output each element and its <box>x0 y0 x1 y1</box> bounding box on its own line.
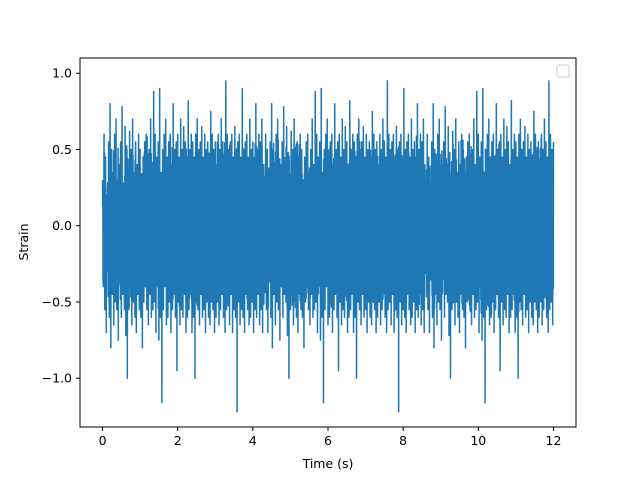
x-tick-label: 4 <box>249 433 257 448</box>
y-axis-ticks: −1.0 −0.5 0.0 0.5 1.0 <box>42 66 80 386</box>
y-tick-label: −0.5 <box>42 294 72 309</box>
x-tick-label: 10 <box>470 433 486 448</box>
x-tick-label: 6 <box>324 433 332 448</box>
y-tick-label: −1.0 <box>42 371 72 386</box>
y-tick-label: 0.5 <box>52 142 72 157</box>
legend-box[interactable] <box>556 64 570 78</box>
x-axis-ticks: 0 2 4 6 8 10 12 <box>99 427 562 448</box>
x-tick-label: 0 <box>99 433 107 448</box>
series-line <box>101 80 555 413</box>
y-tick-label: 0.0 <box>52 218 72 233</box>
y-tick-label: 1.0 <box>52 66 72 81</box>
x-tick-label: 2 <box>174 433 182 448</box>
y-axis-label: Strain <box>16 223 31 260</box>
plot-area <box>101 80 555 413</box>
x-tick-label: 8 <box>399 433 407 448</box>
x-tick-label: 12 <box>546 433 562 448</box>
x-axis-label: Time (s) <box>302 456 354 471</box>
